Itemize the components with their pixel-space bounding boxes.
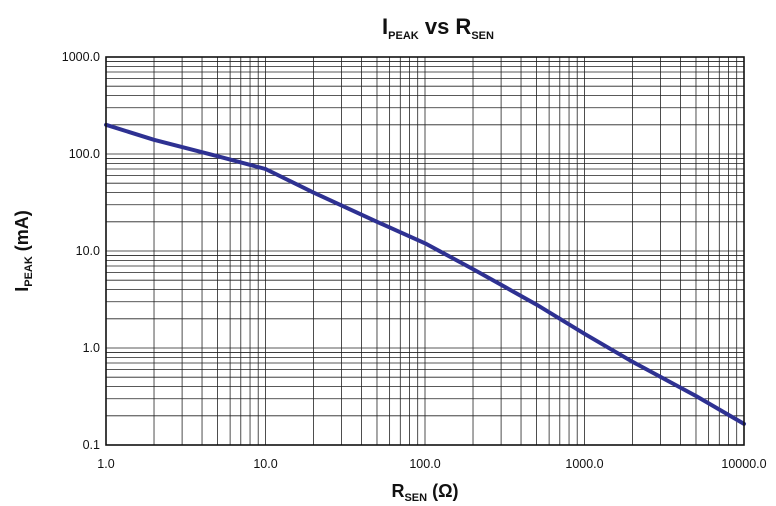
- plot-frame: [105, 56, 745, 446]
- y-axis-label-sub: PEAK: [23, 256, 35, 287]
- chart-title-sub2: SEN: [471, 30, 494, 42]
- y-tick-label: 0.1: [83, 438, 100, 452]
- x-axis-label-suffix: (Ω): [427, 481, 458, 501]
- y-tick-label: 10.0: [76, 244, 100, 258]
- grid-lines: [105, 57, 744, 446]
- x-axis-label-sub: SEN: [404, 492, 427, 504]
- chart-title: IPEAK vs RSEN: [382, 14, 494, 42]
- y-axis-label: IPEAK (mA): [12, 210, 35, 292]
- tick-labels: 1.0 10.0 100.0 1000.0 10000.0 0.1 1.0 10.0 100.0…: [62, 50, 767, 471]
- series-layer: [104, 122, 746, 426]
- chart-title-sub1: PEAK: [388, 30, 419, 42]
- x-tick-label: 10.0: [253, 457, 277, 471]
- x-tick-label: 10000.0: [721, 457, 766, 471]
- x-tick-label: 1.0: [97, 457, 114, 471]
- y-axis-label-suffix: (mA): [12, 210, 32, 256]
- x-axis-label: RSEN (Ω): [391, 481, 458, 504]
- x-tick-label: 1000.0: [565, 457, 603, 471]
- y-tick-label: 100.0: [69, 147, 100, 161]
- x-axis-label-main: R: [391, 481, 404, 501]
- y-tick-label: 1000.0: [62, 50, 100, 64]
- chart-title-mid: vs R: [419, 14, 472, 39]
- y-tick-label: 1.0: [83, 341, 100, 355]
- y-axis-label-main: I: [12, 287, 32, 292]
- x-tick-label: 100.0: [409, 457, 440, 471]
- chart-title-main: I: [382, 14, 388, 39]
- series-line: [104, 122, 746, 426]
